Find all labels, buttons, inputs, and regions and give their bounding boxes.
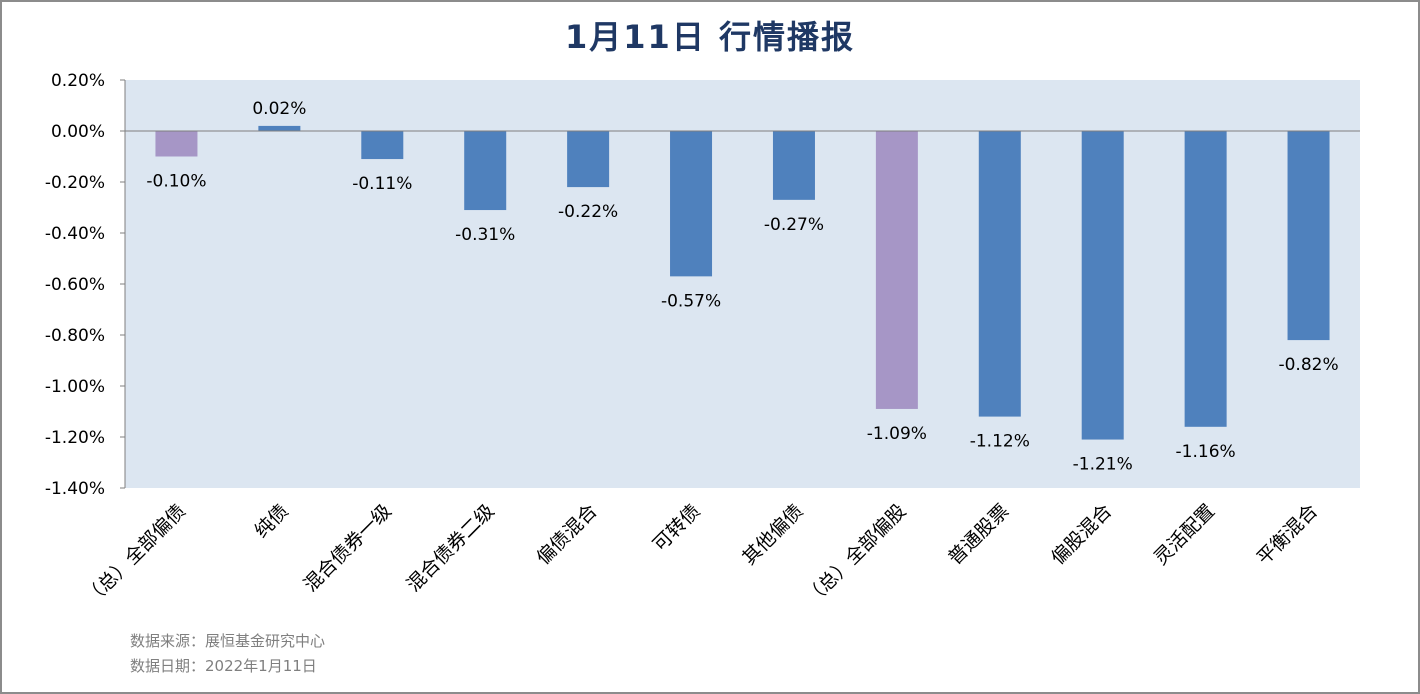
x-tick-label: （总）全部偏债 (80, 500, 190, 610)
bar (567, 131, 610, 188)
data-label: 0.02% (252, 99, 306, 119)
y-tick-label: -0.80% (45, 326, 105, 346)
data-label: -1.16% (1176, 442, 1236, 462)
bar (258, 125, 301, 131)
x-tick-label: 灵活配置 (1150, 500, 1219, 569)
x-tick-label: 可转债 (649, 500, 705, 556)
data-label: -0.10% (146, 172, 206, 192)
bar (772, 131, 815, 200)
data-label: -0.11% (352, 174, 412, 194)
y-tick-label: -0.40% (45, 224, 105, 244)
bar (875, 131, 918, 409)
plot-area (125, 80, 1360, 488)
data-label: -1.09% (867, 424, 927, 444)
bar (361, 131, 404, 160)
bar (1287, 131, 1330, 341)
data-label: -0.31% (455, 225, 515, 245)
data-label: -0.57% (661, 291, 721, 311)
bar (155, 131, 198, 157)
x-tick-label: （总）全部偏股 (801, 500, 911, 610)
bar (1081, 131, 1124, 440)
y-tick-label: -0.60% (45, 275, 105, 295)
x-tick-label: 其他偏债 (738, 500, 807, 569)
y-tick-label: 0.00% (51, 122, 105, 142)
data-source-note: 数据来源：展恒基金研究中心 (130, 632, 326, 650)
x-tick-label: 混合债券一级 (300, 500, 396, 596)
bar (978, 131, 1021, 417)
x-tick-label: 混合债券二级 (403, 500, 499, 596)
x-tick-label: 普通股票 (944, 500, 1013, 569)
chart-title: 1月11日 行情播报 (565, 18, 855, 56)
x-tick-label: 平衡混合 (1253, 500, 1322, 569)
x-tick-label: 偏股混合 (1047, 500, 1116, 569)
data-label: -0.82% (1278, 355, 1338, 375)
data-label: -0.22% (558, 202, 618, 222)
y-tick-label: 0.20% (51, 71, 105, 91)
data-label: -1.21% (1073, 455, 1133, 475)
bar (670, 131, 713, 277)
data-label: -1.12% (970, 432, 1030, 452)
y-tick-label: -1.00% (45, 377, 105, 397)
y-tick-label: -1.20% (45, 428, 105, 448)
x-tick-label: 纯债 (250, 500, 292, 542)
data-date-note: 数据日期：2022年1月11日 (130, 657, 317, 675)
bar (1184, 131, 1227, 427)
y-tick-label: -1.40% (45, 479, 105, 499)
bar (464, 131, 507, 211)
y-tick-label: -0.20% (45, 173, 105, 193)
x-tick-label: 偏债混合 (532, 500, 601, 569)
data-label: -0.27% (764, 215, 824, 235)
